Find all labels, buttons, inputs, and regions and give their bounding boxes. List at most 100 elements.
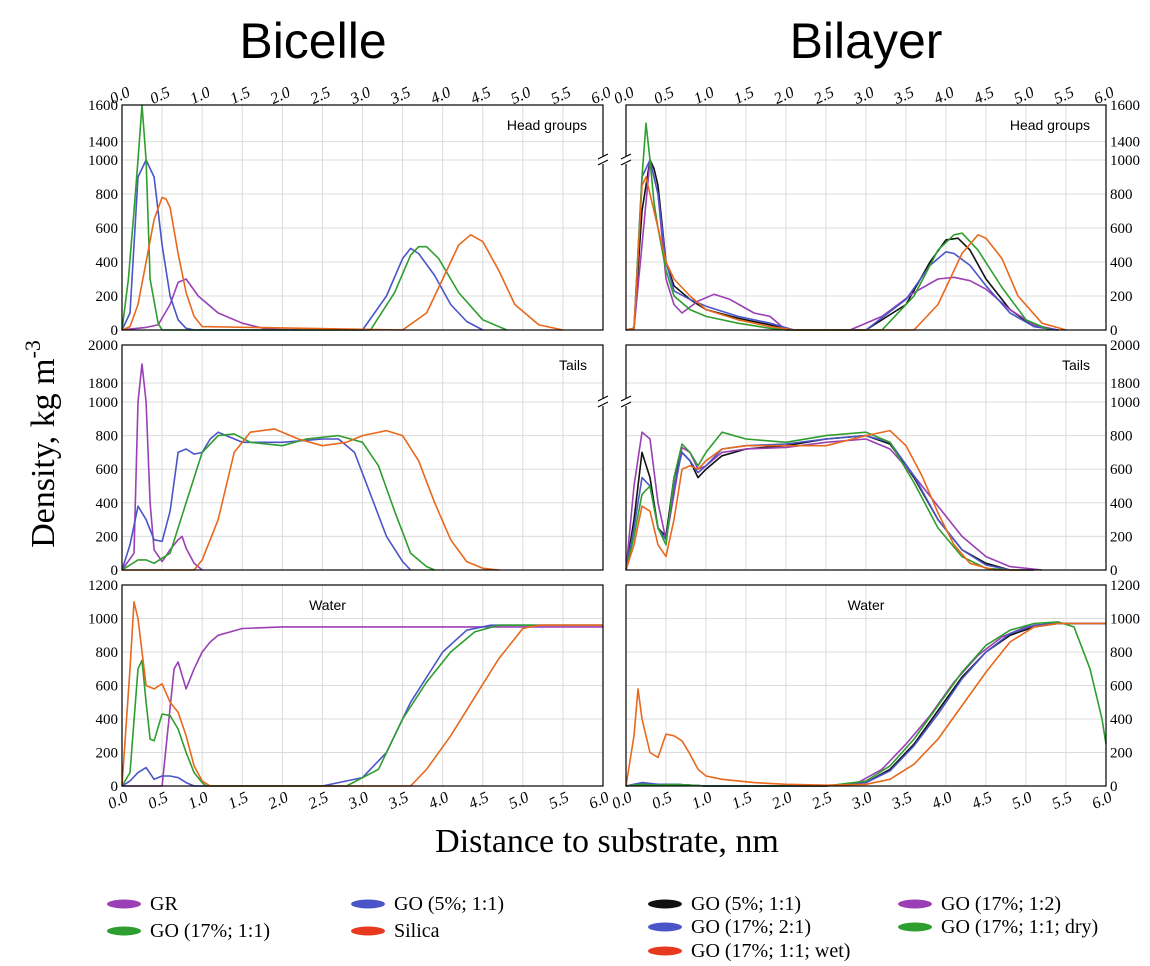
- legend-label: GO (17%; 1:1; wet): [691, 940, 850, 962]
- legend-label: GO (17%; 1:1): [150, 920, 270, 942]
- y-tick-label: 600: [1110, 679, 1133, 695]
- panel-frame: [121, 584, 604, 787]
- series-line: [122, 626, 603, 787]
- x-tick-label-bottom: 0.0: [609, 789, 634, 813]
- y-tick-label: 800: [96, 645, 119, 661]
- x-tick-label-top: 2.0: [771, 84, 796, 108]
- legend-label: GO (17%; 2:1): [691, 916, 811, 938]
- y-tick-label: 1000: [88, 395, 118, 411]
- legend-swatch: [351, 899, 385, 909]
- y-axis-label-superscript: -3: [20, 340, 45, 358]
- legend-swatch: [648, 946, 682, 956]
- y-tick-label: 400: [1110, 712, 1133, 728]
- title-bicelle: Bicelle: [239, 13, 386, 69]
- y-tick-label: 1400: [88, 135, 118, 151]
- y-tick-label: 400: [96, 255, 119, 271]
- legend-swatch: [898, 899, 932, 909]
- legend-label: Silica: [394, 920, 440, 942]
- y-tick-label: 400: [1110, 255, 1133, 271]
- x-tick-label-bottom: 2.0: [266, 789, 291, 813]
- x-tick-label-bottom: 5.0: [1009, 789, 1034, 813]
- legend-item: GO (17%; 1:1; wet): [648, 940, 850, 962]
- x-tick-label-bottom: 0.5: [649, 789, 674, 813]
- y-tick-label: 1800: [88, 376, 118, 392]
- x-tick-label-bottom: 4.5: [466, 789, 491, 813]
- bicelle-head-panel: 0 200 400 600 800 1000 1400 1600 Head groups: [88, 98, 609, 339]
- series-line: [625, 159, 1059, 331]
- panel-frame: [625, 584, 1107, 787]
- y-tick-label: 1000: [1110, 395, 1140, 411]
- x-tick-label-bottom: 5.5: [546, 789, 571, 813]
- y-tick-label: 400: [96, 496, 119, 512]
- series-line: [625, 159, 1059, 331]
- legend-label: GO (17%; 1:2): [941, 893, 1061, 915]
- series-line: [625, 429, 1018, 571]
- x-tick-label-top: 0.0: [611, 84, 636, 108]
- legend-swatch: [107, 926, 141, 936]
- y-tick-label: 0: [111, 779, 119, 795]
- panel-label: Tails: [1062, 357, 1090, 373]
- x-tick-label-top: 6.0: [1091, 84, 1116, 108]
- y-tick-label: 800: [1110, 187, 1133, 203]
- x-tick-label-bottom: 4.5: [969, 789, 994, 813]
- y-axis-label: Density, kg m-3: [20, 340, 62, 548]
- legend-swatch: [898, 922, 932, 932]
- x-tick-label-top: 4.5: [468, 84, 493, 108]
- y-tick-label: 1000: [88, 612, 118, 628]
- x-tick-label-bottom: 3.5: [385, 789, 411, 813]
- legend-swatch: [648, 899, 682, 909]
- legend-label: GR: [150, 893, 178, 915]
- panel-frame: [121, 344, 604, 571]
- axis-break-mark: [597, 153, 609, 166]
- x-tick-label-top: 2.0: [268, 84, 293, 108]
- x-tick-label-top: 6.0: [588, 84, 613, 108]
- series-line: [625, 622, 1106, 787]
- y-tick-label: 0: [1110, 563, 1118, 579]
- y-tick-label: 1600: [1110, 98, 1140, 114]
- x-tick-label-bottom: 3.0: [849, 789, 875, 813]
- x-tick-label-bottom: 3.0: [345, 789, 371, 813]
- series-line: [625, 159, 1059, 331]
- y-tick-label: 1000: [1110, 153, 1140, 169]
- y-tick-label: 1000: [88, 153, 118, 169]
- x-tick-label-bottom: 2.5: [306, 789, 331, 813]
- legend-swatch: [107, 899, 141, 909]
- x-tick-label-bottom: 1.5: [226, 789, 251, 813]
- y-tick-label: 200: [1110, 289, 1133, 305]
- legend-item: GO (17%; 2:1): [648, 916, 811, 938]
- x-tick-label-bottom: 2.0: [769, 789, 794, 813]
- series-line: [625, 122, 1051, 331]
- x-tick-label-top: 5.0: [508, 84, 533, 108]
- x-tick-label-top: 4.5: [971, 84, 996, 108]
- series-line: [121, 433, 436, 571]
- series-line: [625, 431, 1011, 571]
- y-tick-label: 800: [1110, 429, 1133, 445]
- x-tick-label-top: 4.0: [931, 84, 956, 108]
- axis-break-mark: [620, 395, 632, 408]
- y-tick-label: 600: [96, 462, 119, 478]
- x-tick-label-bottom: 5.0: [506, 789, 531, 813]
- axis-break-mark: [597, 395, 609, 408]
- x-tick-label-bottom: 1.5: [729, 789, 754, 813]
- series-line: [625, 176, 1067, 331]
- x-tick-label-top: 1.5: [228, 84, 253, 108]
- y-tick-label: 1400: [1110, 135, 1140, 151]
- series-line: [121, 601, 603, 787]
- axis-break-gap: [622, 156, 630, 164]
- axis-break-gap: [622, 398, 630, 406]
- axis-break-gap: [599, 156, 607, 164]
- series-line: [625, 621, 1107, 787]
- x-tick-label-top: 5.0: [1011, 84, 1036, 108]
- y-tick-label: 1600: [88, 98, 118, 114]
- y-tick-label: 0: [1110, 323, 1118, 339]
- axis-break-mark: [620, 153, 632, 166]
- bilayer-water-panel: 0 200 400 600 800 1000 1200 Water: [625, 578, 1140, 795]
- x-tick-label-bottom: 4.0: [426, 789, 451, 813]
- series-line: [121, 278, 299, 331]
- x-tick-label-top: 2.5: [811, 84, 836, 108]
- x-tick-label-bottom: 0.0: [105, 789, 130, 813]
- legend-item: GO (17%; 1:1; dry): [898, 916, 1098, 938]
- legend-item: GR: [107, 893, 178, 915]
- series-line: [121, 431, 412, 571]
